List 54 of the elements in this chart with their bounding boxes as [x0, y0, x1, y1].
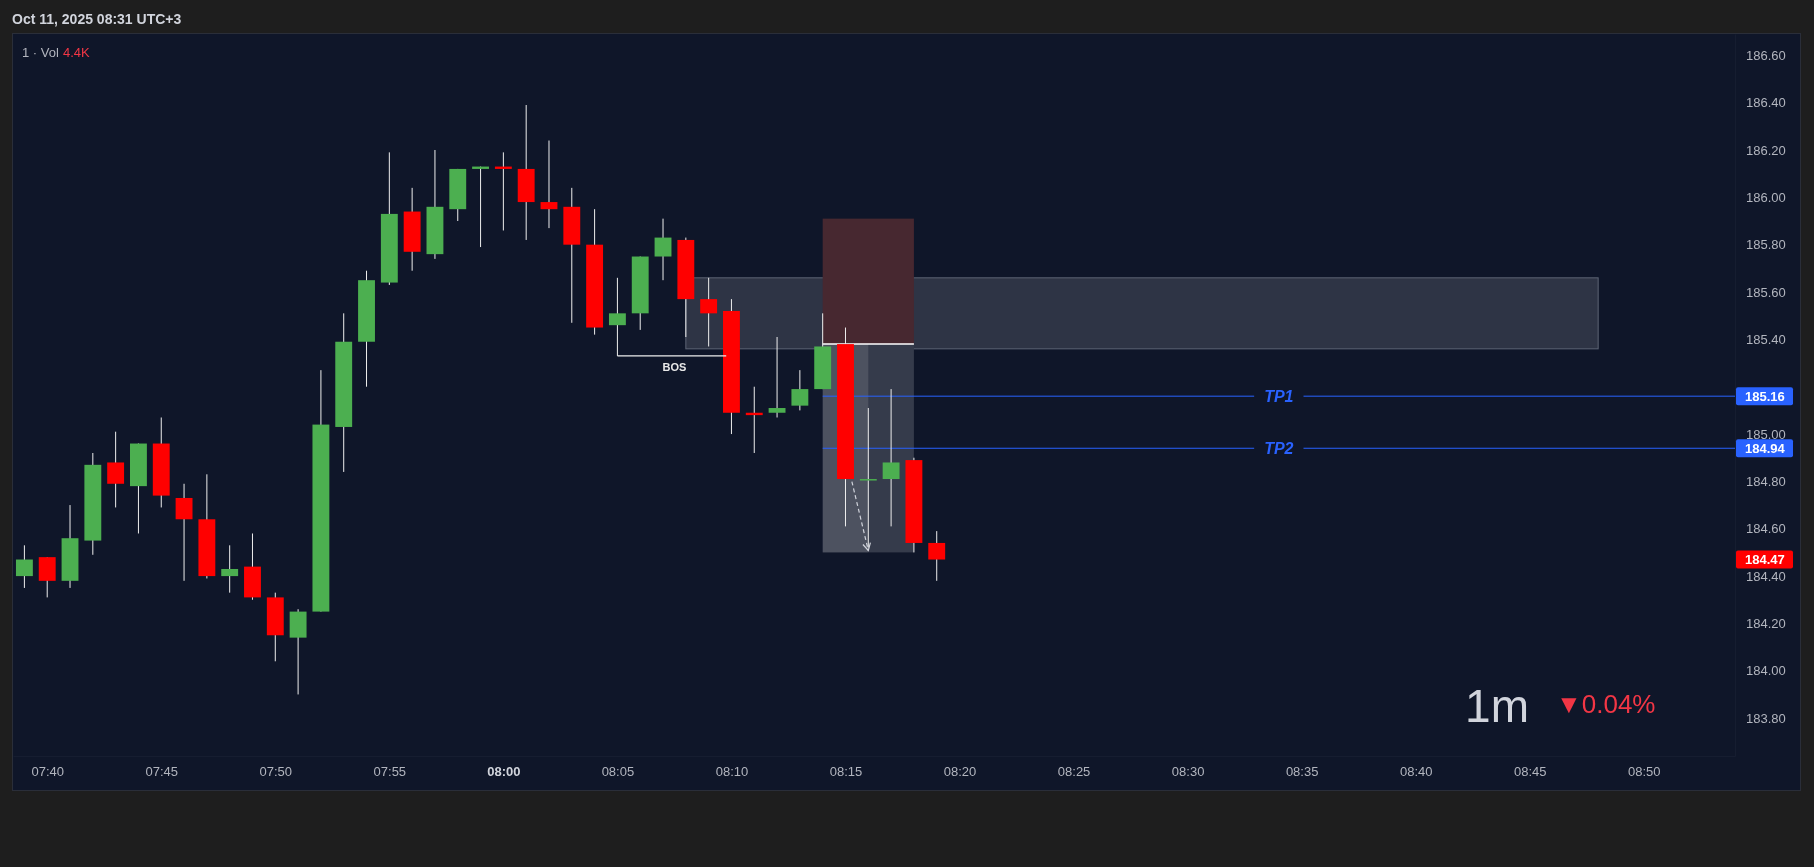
text: 184.47	[1745, 552, 1785, 568]
y-tick-label: 184.80	[1746, 474, 1786, 490]
x-tick-label: 07:55	[373, 764, 407, 780]
candlestick	[221, 544, 239, 594]
x-tick-label: 08:10	[715, 764, 749, 780]
x-tick-label: 08:50	[1627, 764, 1661, 780]
text: Oct 11, 2025 08:31 UTC+3	[12, 11, 182, 27]
y-tick-label: 184.40	[1746, 568, 1786, 584]
candlestick	[15, 544, 33, 589]
ref-line-label: TP1	[1264, 387, 1294, 405]
y-tick-label: 185.00	[1746, 426, 1786, 442]
annotation: ▼0.04%	[1556, 689, 1656, 719]
annotation: 1m	[1465, 680, 1529, 732]
y-tick-label: 183.80	[1746, 710, 1786, 726]
y-tick-label: 186.40	[1746, 95, 1786, 111]
candlestick	[175, 483, 193, 582]
candlestick	[768, 336, 786, 418]
y-tick-label: 184.60	[1746, 521, 1786, 537]
candlestick	[654, 218, 672, 281]
x-tick-label: 08:00	[487, 764, 521, 780]
candlestick	[791, 369, 809, 411]
candlestick	[107, 431, 125, 508]
annotation: 4.4K	[62, 45, 91, 60]
y-tick-label: 185.40	[1746, 332, 1786, 348]
x-tick-label: 08:30	[1171, 764, 1205, 780]
x-tick-label: 08:35	[1285, 764, 1319, 780]
x-tick-label: 07:45	[145, 764, 179, 780]
y-tick-label: 186.60	[1746, 47, 1786, 63]
ref-line-label: TP2	[1264, 439, 1294, 457]
candlestick	[882, 388, 900, 527]
x-tick-label: 08:45	[1513, 764, 1547, 780]
text: 184.94	[1745, 440, 1786, 456]
candlestick	[928, 530, 946, 582]
y-tick-label: 184.00	[1746, 663, 1786, 679]
candlestick	[608, 277, 626, 357]
candlestick	[38, 556, 56, 598]
text: 185.16	[1745, 388, 1785, 404]
y-tick-label: 185.60	[1746, 284, 1786, 300]
candlestick	[859, 407, 877, 549]
x-tick-label: 08:15	[829, 764, 863, 780]
x-tick-label: 07:40	[31, 764, 64, 780]
x-tick-label: 07:50	[259, 764, 293, 780]
x-tick-label: 08:05	[601, 764, 635, 780]
annotation: BOS	[662, 360, 687, 373]
x-tick-label: 08:25	[1057, 764, 1091, 780]
x-tick-label: 08:40	[1399, 764, 1433, 780]
candlestick	[700, 277, 718, 347]
y-tick-label: 186.00	[1746, 190, 1786, 205]
candlestick	[540, 140, 558, 229]
annotation: 1 · Vol	[22, 45, 59, 60]
y-tick-label: 185.80	[1746, 237, 1786, 253]
y-tick-label: 184.20	[1746, 616, 1786, 632]
y-tick-label: 186.20	[1746, 142, 1786, 158]
x-tick-label: 08:20	[943, 764, 977, 780]
